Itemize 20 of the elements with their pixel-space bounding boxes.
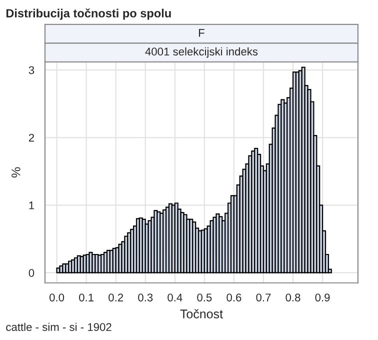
x-tick-label: 0.1 xyxy=(79,294,94,302)
y-axis-title: % xyxy=(12,167,20,178)
x-tick-label: 0.9 xyxy=(315,294,330,302)
text: F xyxy=(198,29,204,37)
y-tick-label: 1 xyxy=(29,202,34,210)
x-tick-label: 0.6 xyxy=(226,294,242,302)
x-tick-label: 0.3 xyxy=(138,294,153,302)
text: cattle - sim - si - 1902 xyxy=(6,322,112,332)
text: 4001 selekcijski indeks xyxy=(145,47,258,58)
x-tick-label: 0.5 xyxy=(197,294,212,302)
chart-title: Distribucija točnosti po spolu xyxy=(6,8,171,20)
x-axis-title: Točnost xyxy=(180,309,223,318)
y-tick-label: 3 xyxy=(28,66,34,74)
x-tick-label: 0.2 xyxy=(108,294,124,302)
y-tick-label: 2 xyxy=(28,134,34,142)
x-tick-label: 0.0 xyxy=(50,294,64,302)
y-tick-label: 0 xyxy=(28,269,34,277)
x-tick-label: 0.4 xyxy=(168,294,182,302)
x-tick-label: 0.7 xyxy=(256,294,271,302)
x-tick-label: 0.8 xyxy=(286,294,300,302)
